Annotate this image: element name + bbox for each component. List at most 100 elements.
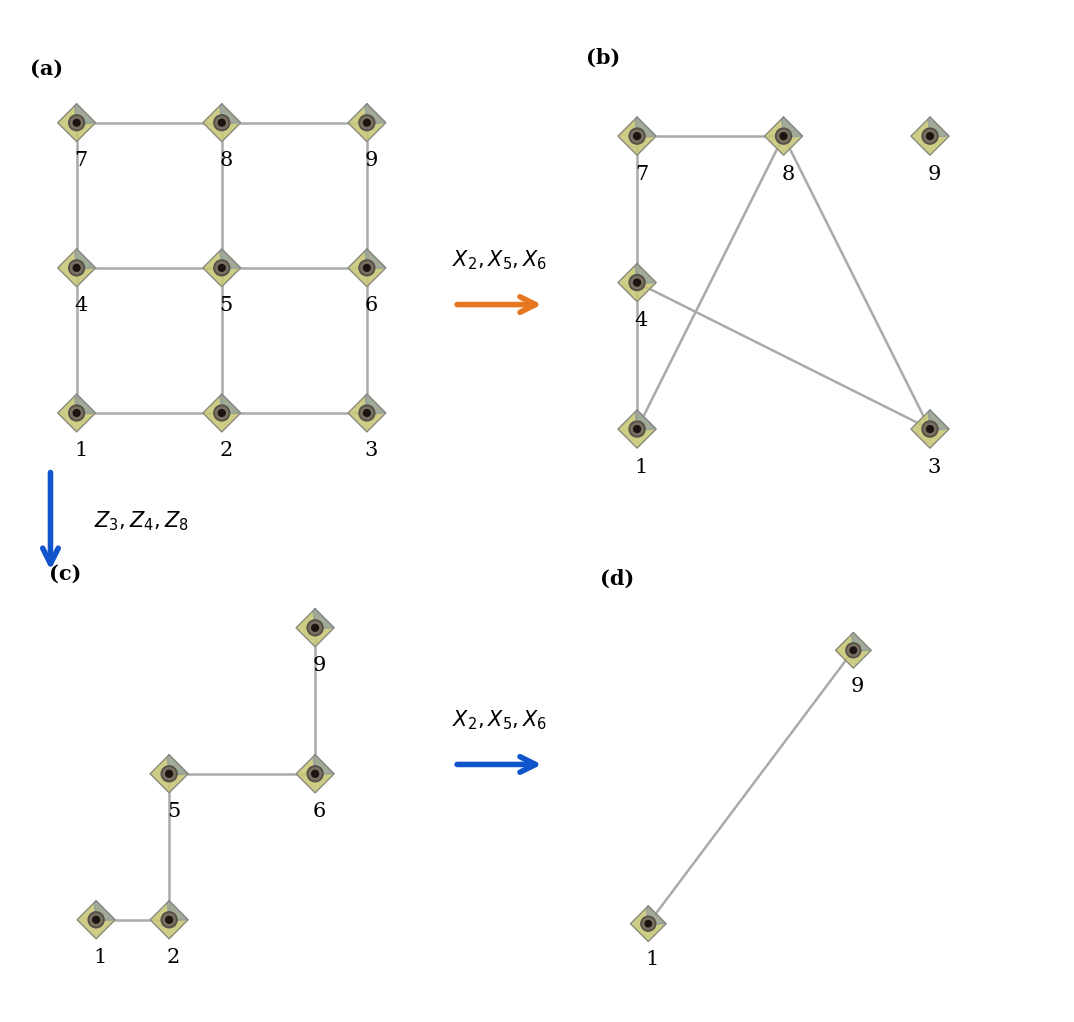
Text: 7: 7 bbox=[74, 151, 88, 170]
Circle shape bbox=[921, 128, 938, 144]
Text: 9: 9 bbox=[851, 677, 865, 696]
Text: 7: 7 bbox=[635, 165, 648, 184]
Circle shape bbox=[645, 921, 652, 927]
Circle shape bbox=[307, 619, 323, 636]
Circle shape bbox=[73, 410, 81, 416]
Circle shape bbox=[216, 117, 228, 129]
Circle shape bbox=[359, 405, 375, 421]
Polygon shape bbox=[58, 394, 96, 432]
Circle shape bbox=[69, 114, 85, 131]
Circle shape bbox=[361, 117, 373, 129]
Circle shape bbox=[927, 425, 933, 432]
Polygon shape bbox=[58, 104, 96, 142]
Circle shape bbox=[71, 407, 83, 419]
Circle shape bbox=[163, 768, 175, 780]
Polygon shape bbox=[348, 394, 386, 432]
Circle shape bbox=[778, 130, 789, 142]
Circle shape bbox=[363, 265, 371, 271]
Text: $Z_3, Z_4, Z_8$: $Z_3, Z_4, Z_8$ bbox=[95, 509, 189, 533]
Polygon shape bbox=[314, 609, 334, 629]
Text: 6: 6 bbox=[365, 296, 378, 315]
Circle shape bbox=[69, 260, 85, 276]
Polygon shape bbox=[203, 104, 241, 142]
Polygon shape bbox=[168, 755, 188, 775]
Polygon shape bbox=[911, 410, 949, 448]
Circle shape bbox=[216, 262, 228, 274]
Polygon shape bbox=[635, 410, 656, 430]
Text: 1: 1 bbox=[645, 950, 659, 969]
Circle shape bbox=[311, 771, 319, 777]
Circle shape bbox=[165, 917, 173, 923]
Text: 5: 5 bbox=[166, 802, 180, 822]
Text: 3: 3 bbox=[364, 442, 378, 460]
Circle shape bbox=[642, 918, 654, 929]
Text: 9: 9 bbox=[313, 656, 326, 676]
Polygon shape bbox=[765, 118, 802, 155]
Circle shape bbox=[165, 771, 173, 777]
Circle shape bbox=[214, 405, 230, 421]
Polygon shape bbox=[852, 633, 871, 651]
Text: 2: 2 bbox=[219, 442, 233, 460]
Circle shape bbox=[307, 765, 323, 782]
Circle shape bbox=[363, 410, 371, 416]
Polygon shape bbox=[220, 249, 241, 269]
Polygon shape bbox=[348, 104, 386, 142]
Circle shape bbox=[359, 114, 375, 131]
Polygon shape bbox=[630, 905, 666, 941]
Polygon shape bbox=[928, 410, 949, 430]
Text: 1: 1 bbox=[635, 458, 648, 476]
Circle shape bbox=[927, 133, 933, 140]
Text: (b): (b) bbox=[585, 48, 620, 68]
Polygon shape bbox=[296, 755, 334, 793]
Text: 4: 4 bbox=[74, 296, 88, 315]
Polygon shape bbox=[635, 264, 656, 283]
Circle shape bbox=[218, 410, 226, 416]
Text: 1: 1 bbox=[93, 948, 107, 967]
Polygon shape bbox=[618, 264, 656, 301]
Circle shape bbox=[629, 275, 645, 290]
Circle shape bbox=[851, 647, 857, 653]
Circle shape bbox=[73, 265, 81, 271]
Circle shape bbox=[634, 279, 640, 286]
Text: $X_2, X_5, X_6$: $X_2, X_5, X_6$ bbox=[452, 708, 547, 733]
Circle shape bbox=[88, 912, 104, 928]
Circle shape bbox=[92, 917, 100, 923]
Polygon shape bbox=[348, 249, 386, 287]
Circle shape bbox=[630, 277, 643, 288]
Polygon shape bbox=[220, 394, 241, 414]
Polygon shape bbox=[635, 118, 656, 137]
Circle shape bbox=[163, 914, 175, 926]
Circle shape bbox=[924, 423, 937, 435]
Circle shape bbox=[629, 128, 645, 144]
Polygon shape bbox=[647, 905, 666, 925]
Circle shape bbox=[69, 405, 85, 421]
Text: 3: 3 bbox=[928, 458, 941, 476]
Text: 9: 9 bbox=[928, 165, 941, 184]
Text: 8: 8 bbox=[219, 151, 233, 170]
Circle shape bbox=[630, 130, 643, 142]
Polygon shape bbox=[782, 118, 802, 137]
Circle shape bbox=[311, 624, 319, 632]
Circle shape bbox=[363, 120, 371, 126]
Circle shape bbox=[629, 421, 645, 437]
Text: (c): (c) bbox=[49, 563, 82, 584]
Text: $X_2, X_5, X_6$: $X_2, X_5, X_6$ bbox=[452, 248, 547, 273]
Circle shape bbox=[214, 114, 230, 131]
Polygon shape bbox=[220, 104, 241, 124]
Polygon shape bbox=[95, 900, 115, 921]
Circle shape bbox=[216, 407, 228, 419]
Text: 9: 9 bbox=[364, 151, 378, 170]
Circle shape bbox=[921, 421, 938, 437]
Circle shape bbox=[361, 407, 373, 419]
Circle shape bbox=[641, 917, 656, 931]
Text: 8: 8 bbox=[781, 165, 795, 184]
Text: 5: 5 bbox=[219, 296, 233, 315]
Polygon shape bbox=[296, 609, 334, 647]
Text: 1: 1 bbox=[74, 442, 88, 460]
Circle shape bbox=[218, 120, 226, 126]
Circle shape bbox=[214, 260, 230, 276]
Polygon shape bbox=[150, 900, 188, 939]
Circle shape bbox=[71, 117, 83, 129]
Polygon shape bbox=[365, 249, 386, 269]
Polygon shape bbox=[75, 249, 96, 269]
